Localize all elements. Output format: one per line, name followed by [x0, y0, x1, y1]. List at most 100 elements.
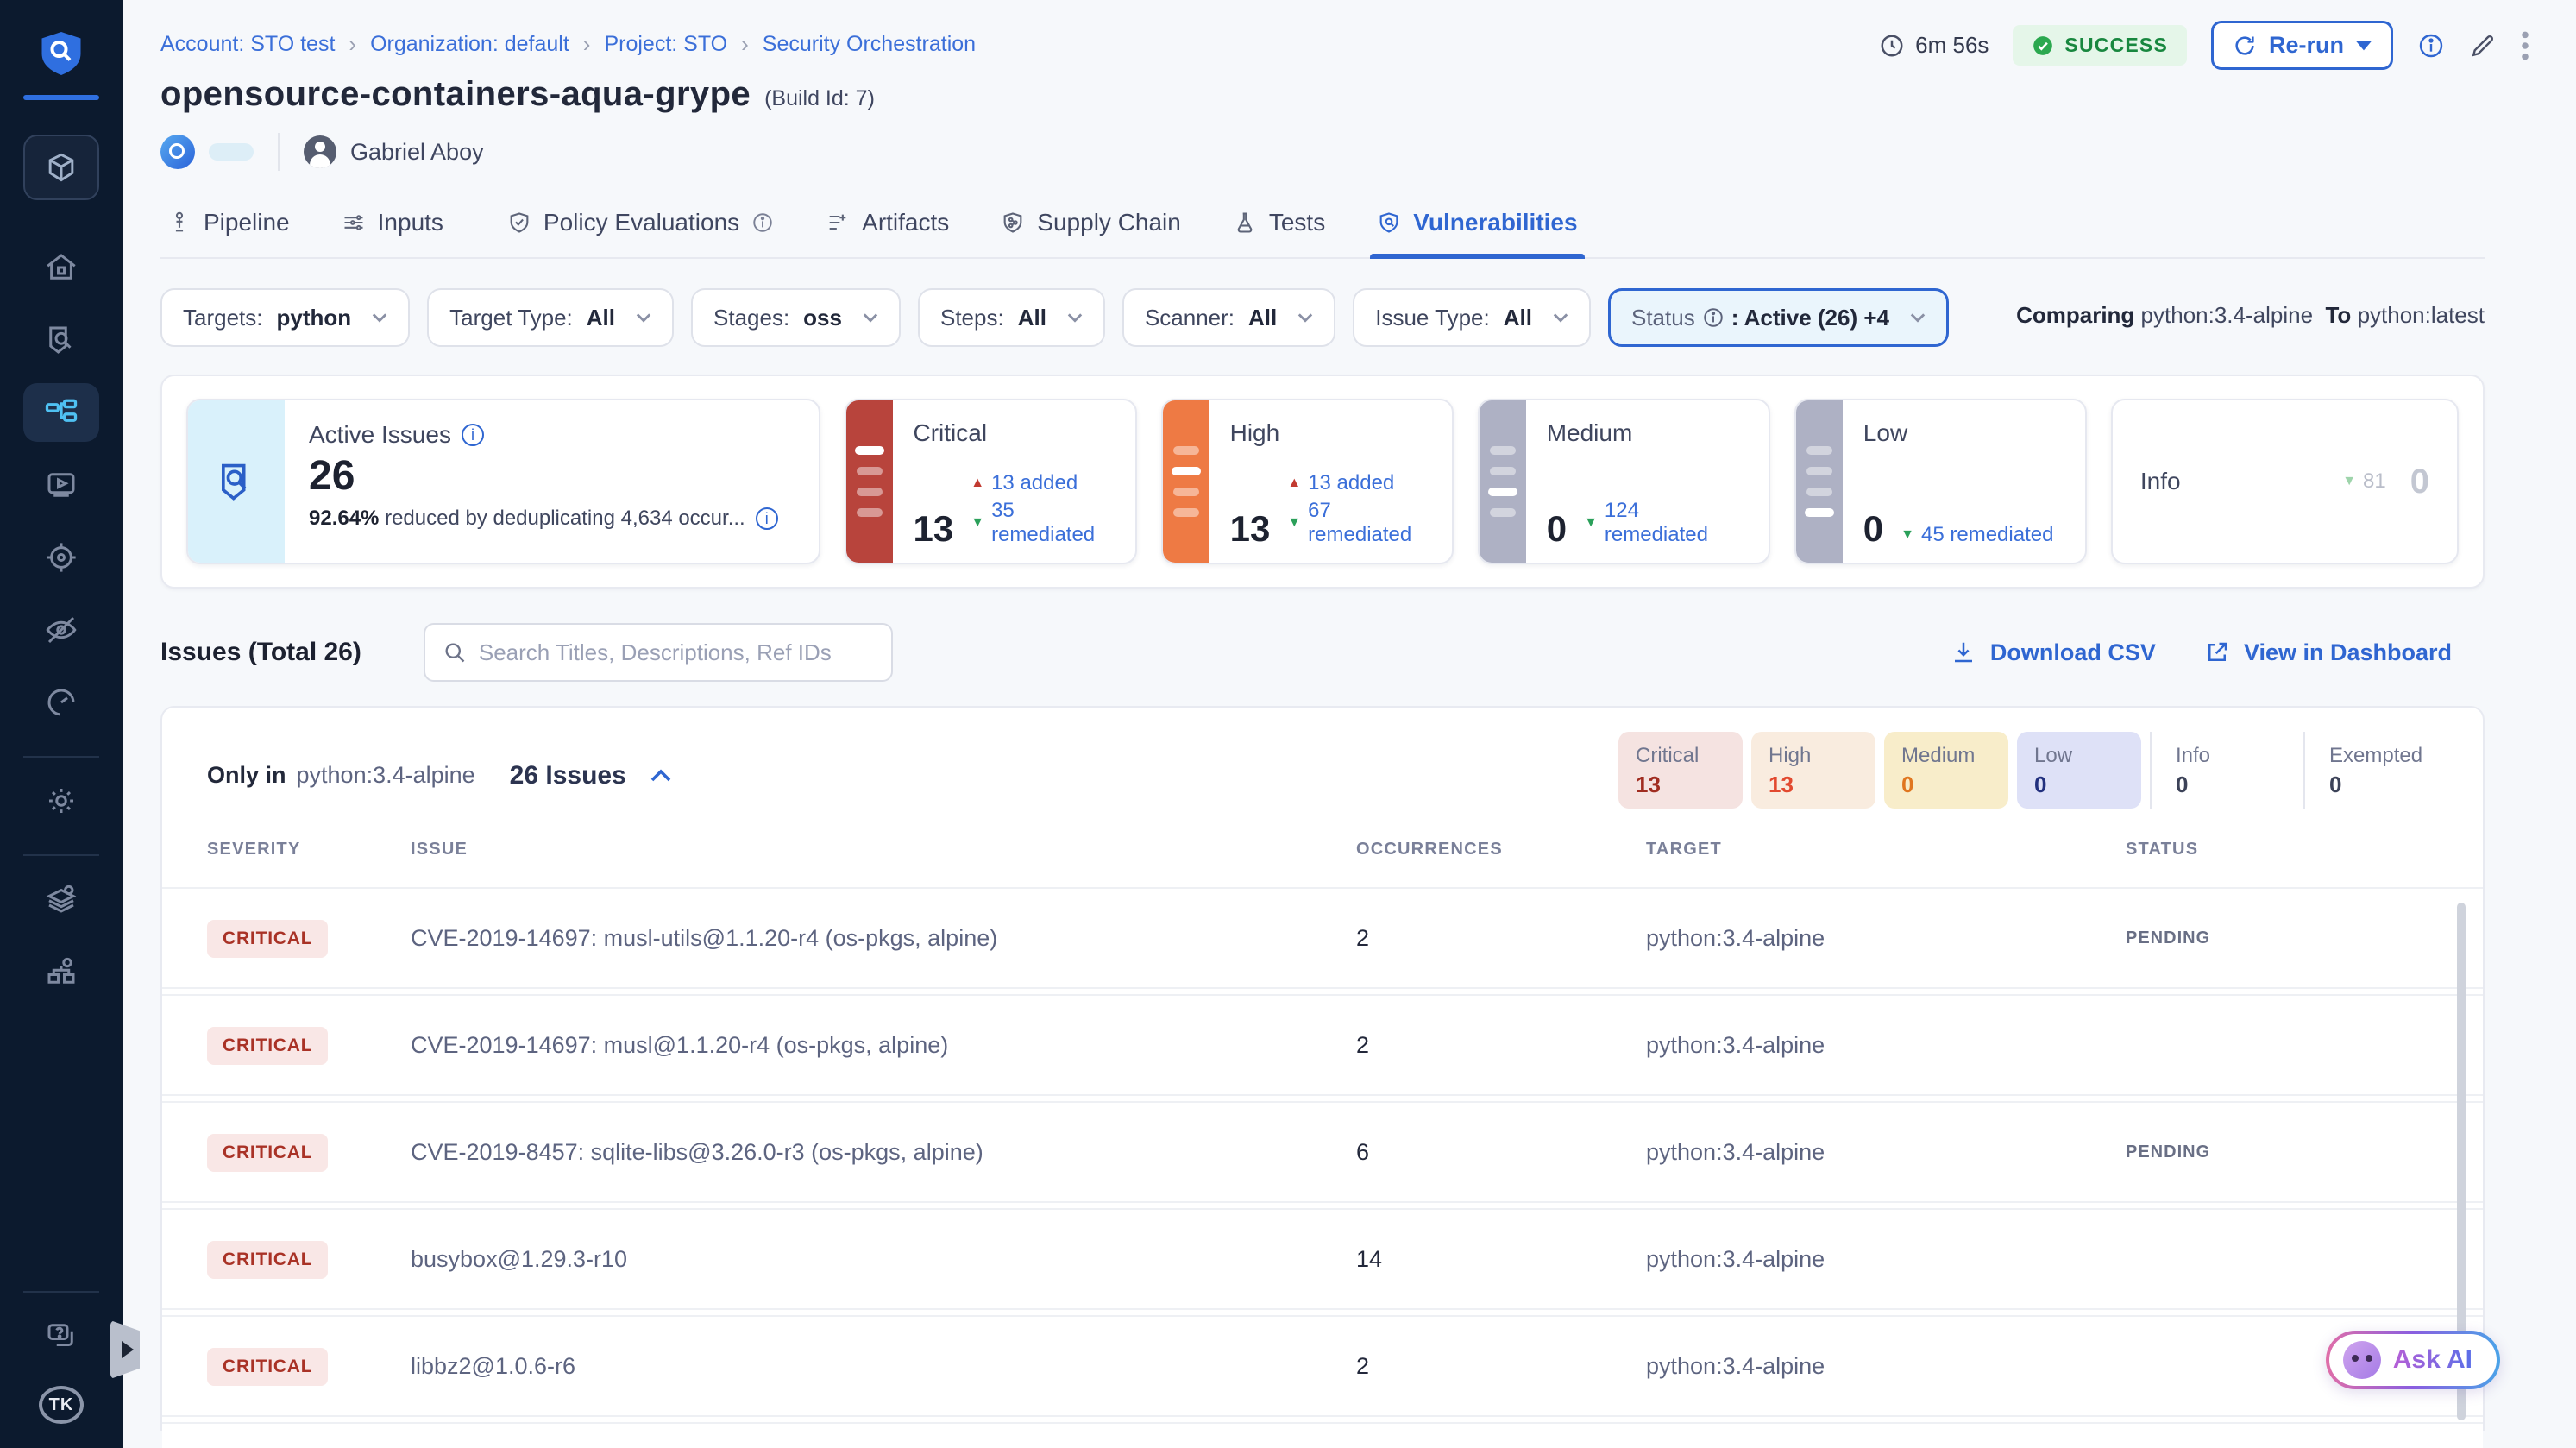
- issue-row[interactable]: CRITICAL CVE-2019-14697: musl-utils@1.1.…: [162, 887, 2483, 989]
- search-input[interactable]: [478, 639, 874, 666]
- filter-issue-type[interactable]: Issue Type: All: [1353, 288, 1591, 347]
- edit-pencil-icon[interactable]: [2469, 32, 2497, 60]
- group-target: python:3.4-alpine: [296, 762, 475, 788]
- sidebar-expand-handle[interactable]: [110, 1320, 140, 1379]
- chip-low[interactable]: Low 0: [2017, 732, 2141, 809]
- tab-artifacts[interactable]: Artifacts: [826, 209, 949, 257]
- sidebar-item-pipelines[interactable]: [23, 383, 99, 442]
- issues-table-header: SEVERITY ISSUE OCCURRENCES TARGET STATUS: [207, 840, 2199, 859]
- chevron-down-icon: [372, 312, 387, 323]
- filter-scanner[interactable]: Scanner: All: [1122, 288, 1336, 347]
- harness-sto-logo-icon[interactable]: [32, 24, 91, 83]
- issue-row[interactable]: CRITICAL libcrypto1.1@1.1.1a-r1 50 pytho…: [162, 1422, 2483, 1448]
- issue-row[interactable]: CRITICAL CVE-2019-8457: sqlite-libs@3.26…: [162, 1101, 2483, 1203]
- filter-stages[interactable]: Stages: oss: [691, 288, 901, 347]
- issue-row[interactable]: CRITICAL libbz2@1.0.6-r6 2 python:3.4-al…: [162, 1315, 2483, 1417]
- issues-search[interactable]: [423, 623, 893, 682]
- sto-module-icon: [160, 135, 195, 169]
- sidebar-item-help[interactable]: [23, 1306, 99, 1365]
- tab-policy-evaluations[interactable]: Policy Evaluations: [507, 209, 774, 257]
- breadcrumb-account[interactable]: Account: STO test: [160, 32, 336, 56]
- low-card[interactable]: Low 0 ▼ 45 remediated: [1794, 399, 2087, 564]
- active-issues-count: 26: [309, 453, 355, 499]
- tab-tests[interactable]: Tests: [1233, 209, 1325, 257]
- filter-targets[interactable]: Targets: python: [160, 288, 411, 347]
- chevron-down-icon: [1553, 312, 1568, 323]
- nav-accent-divider: [23, 95, 99, 100]
- critical-added[interactable]: ▲ 13 added: [971, 471, 1078, 494]
- filter-target-type[interactable]: Target Type: All: [427, 288, 674, 347]
- pipeline-tab-icon: [167, 211, 192, 235]
- left-nav: TK: [0, 0, 123, 1448]
- hidden-eye-icon: [46, 616, 77, 644]
- filter-status[interactable]: Status : Active (26) +4: [1607, 288, 1949, 347]
- breadcrumb-org[interactable]: Organization: default: [370, 32, 569, 56]
- sidebar-item-hidden-scans[interactable]: [23, 601, 99, 659]
- ask-ai-button[interactable]: Ask AI: [2325, 1331, 2500, 1389]
- nav-divider: [23, 756, 99, 758]
- tab-vulnerabilities[interactable]: Vulnerabilities: [1370, 209, 1585, 259]
- build-info-icon[interactable]: [2417, 32, 2445, 60]
- breadcrumb-module[interactable]: Security Orchestration: [762, 32, 977, 56]
- vulnerabilities-tab-icon: [1377, 211, 1401, 235]
- tab-supply-chain[interactable]: Supply Chain: [1001, 209, 1181, 257]
- severity-badge: CRITICAL: [207, 1133, 329, 1172]
- issue-row[interactable]: CRITICAL CVE-2019-14697: musl@1.1.20-r4 …: [162, 994, 2483, 1096]
- sidebar-item-monitor[interactable]: [23, 673, 99, 732]
- sidebar-item-settings[interactable]: [23, 771, 99, 830]
- high-remediated[interactable]: ▼ 67 remediated: [1287, 499, 1412, 546]
- high-strip-icon: [1162, 400, 1209, 563]
- rerun-button[interactable]: Re-run: [2211, 21, 2393, 70]
- sidebar-item-targets[interactable]: [23, 528, 99, 587]
- caret-down-icon: [2356, 41, 2372, 50]
- sidebar-item-default-settings[interactable]: [23, 870, 99, 929]
- user-avatar[interactable]: TK: [39, 1386, 84, 1424]
- inputs-tab-icon: [342, 211, 366, 235]
- critical-remediated[interactable]: ▼ 35 remediated: [971, 499, 1096, 546]
- sidebar-item-overview[interactable]: [23, 311, 99, 369]
- scrollbar-thumb[interactable]: [2457, 903, 2466, 1420]
- download-csv-button[interactable]: Download CSV: [1951, 639, 2156, 666]
- issue-row[interactable]: CRITICAL busybox@1.29.3-r10 14 python:3.…: [162, 1208, 2483, 1310]
- tab-inputs[interactable]: Inputs: [342, 209, 456, 257]
- home-icon: [47, 254, 76, 280]
- help-chat-icon: [47, 1324, 73, 1346]
- active-issues-card: Active Issues i 26 92.64% reduced by dedu…: [186, 399, 820, 564]
- medium-remediated[interactable]: ▼ 124 remediated: [1584, 499, 1708, 546]
- kebab-menu-icon[interactable]: [2521, 30, 2529, 61]
- chevron-right-icon: ›: [741, 31, 749, 57]
- tab-pipeline[interactable]: Pipeline: [167, 209, 290, 257]
- high-added[interactable]: ▲ 13 added: [1287, 471, 1395, 494]
- chip-exempted[interactable]: Exempted 0: [2303, 732, 2448, 809]
- nav-bottom-group: TK: [0, 1267, 123, 1448]
- medium-card[interactable]: Medium 0 ▼ 124 remediated: [1477, 399, 1770, 564]
- scan-shield-icon: [49, 326, 72, 354]
- build-header-actions: 6m 56s SUCCESS Re-run: [1879, 21, 2529, 70]
- info-circle-icon[interactable]: i: [755, 507, 778, 530]
- severity-badge: CRITICAL: [207, 1026, 329, 1065]
- status-badge: SUCCESS: [2013, 25, 2187, 66]
- main-area: Account: STO test › Organization: defaul…: [123, 0, 2576, 1448]
- sidebar-item-org-settings[interactable]: [23, 942, 99, 1001]
- high-card[interactable]: High 13 ▲ 13 added ▼ 67 remediated: [1160, 399, 1454, 564]
- info-circle-icon[interactable]: i: [461, 424, 484, 446]
- sidebar-item-executions[interactable]: [23, 456, 99, 514]
- issues-title: Issues (Total 26): [160, 638, 361, 666]
- info-card[interactable]: Info ▼ 81 0: [2110, 399, 2459, 564]
- artifacts-tab-icon: [826, 211, 850, 235]
- chip-critical[interactable]: Critical 13: [1618, 732, 1743, 809]
- low-remediated[interactable]: ▼ 45 remediated: [1901, 523, 2054, 546]
- filter-bar: Targets: python Target Type: All Stages: os…: [160, 288, 2485, 347]
- chip-high[interactable]: High 13: [1751, 732, 1875, 809]
- breadcrumb-project[interactable]: Project: STO: [604, 32, 728, 56]
- dedupe-note: 92.64% reduced by deduplicating 4,634 oc…: [309, 507, 795, 531]
- critical-card[interactable]: Critical 13 ▲ 13 added ▼ 35 remediated: [844, 399, 1137, 564]
- chevron-right-icon: ›: [349, 31, 357, 57]
- module-selector[interactable]: [23, 135, 99, 200]
- collapse-chevron-icon[interactable]: [650, 768, 671, 783]
- sidebar-item-home[interactable]: [23, 238, 99, 297]
- chip-medium[interactable]: Medium 0: [1884, 732, 2008, 809]
- filter-steps[interactable]: Steps: All: [917, 288, 1105, 347]
- chip-info[interactable]: Info 0: [2150, 732, 2295, 809]
- view-in-dashboard-button[interactable]: View in Dashboard: [2204, 639, 2452, 666]
